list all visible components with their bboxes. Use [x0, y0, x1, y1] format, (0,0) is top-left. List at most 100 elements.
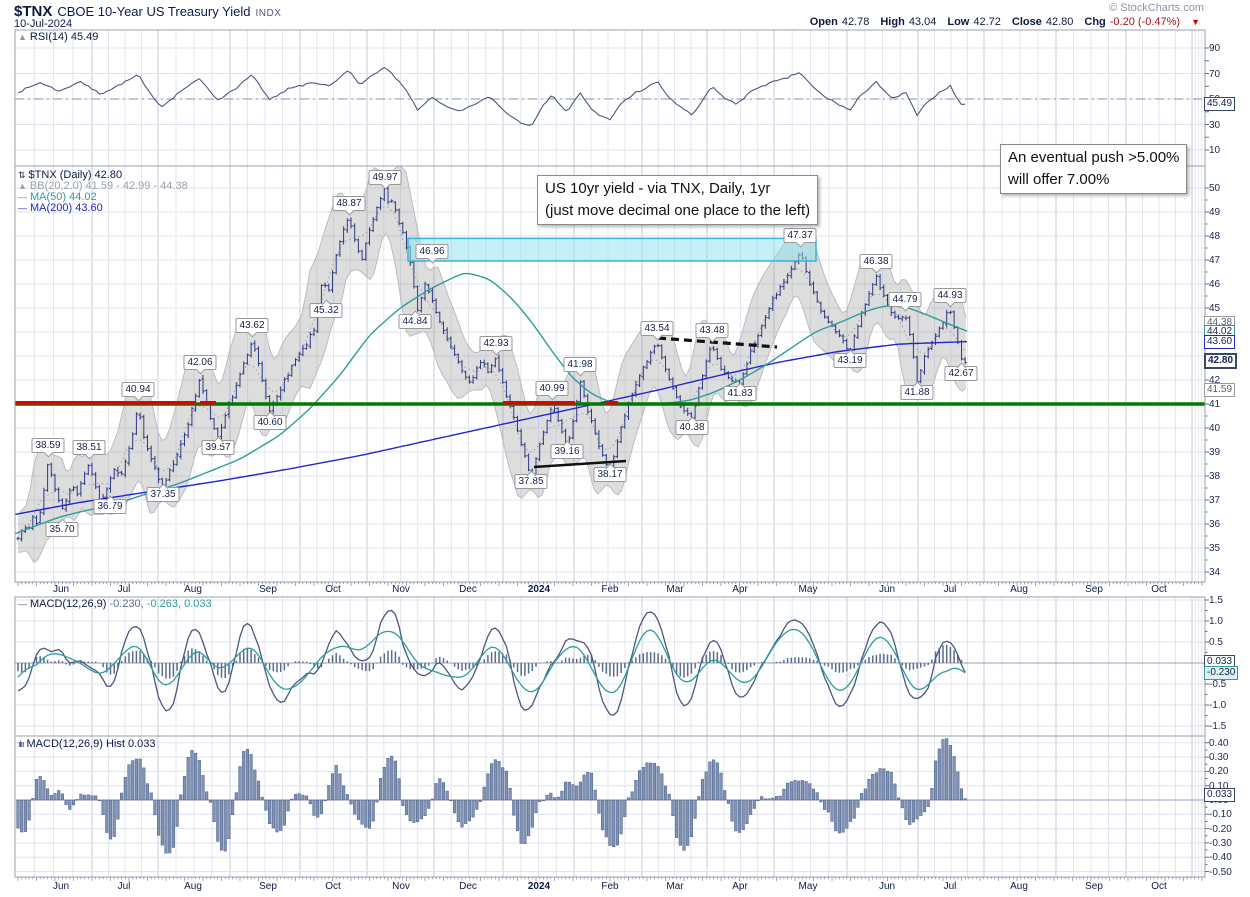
- axis-value-badge: 45.49: [1204, 97, 1236, 111]
- callout-value: 38.17: [597, 469, 623, 480]
- hist-legend: ılıı MACD(12,26,9) Hist 0.033: [18, 739, 156, 750]
- histogram-icon: ılıı: [18, 739, 24, 749]
- callout-value: 35.70: [49, 524, 75, 535]
- callout-value: 49.97: [372, 172, 398, 183]
- hist-axis-tick: 0.20: [1209, 766, 1229, 778]
- quote-strip: Open 42.78 High 43.04 Low 42.72 Close 42.80 Chg -…: [810, 16, 1200, 28]
- x-axis-month-label: Sep: [1085, 584, 1103, 595]
- callout-value: 40.38: [679, 422, 705, 433]
- price-callout-label: 42.67: [944, 362, 978, 381]
- x-axis-month-label: Oct: [325, 584, 341, 595]
- hist-axis-tick: -0.10: [1209, 809, 1232, 821]
- price-callout-label: 41.83: [723, 382, 757, 401]
- callout-value: 40.94: [125, 384, 151, 395]
- price-callout-label: 46.38: [859, 254, 893, 273]
- price-axis-tick: 36: [1209, 519, 1221, 530]
- callout-value: 40.60: [257, 417, 283, 428]
- price-callout-label: 40.99: [535, 381, 569, 400]
- x-axis-month-label: Apr: [732, 584, 748, 595]
- rsi-legend-label: RSI(14) 45.49: [29, 31, 99, 43]
- price-axis-tick: 41: [1209, 399, 1221, 410]
- ticker-symbol: $TNX: [14, 3, 53, 20]
- macd-signal-value: -0.263,: [146, 598, 182, 610]
- quote-high: High 43.04: [880, 16, 937, 28]
- annotation-2-line-1: An eventual push >5.00%: [1008, 149, 1180, 166]
- price-axis-tick: 38: [1209, 471, 1221, 482]
- x-axis-month-label: Jun: [878, 881, 896, 892]
- support-lines: [15, 237, 1205, 469]
- x-axis-month-label: Jul: [943, 584, 957, 595]
- price-callout-label: 47.37: [783, 228, 817, 247]
- hist-axis-tick: -0.40: [1209, 852, 1232, 864]
- price-callout-label: 38.17: [593, 463, 627, 482]
- price-callout-label: 39.57: [201, 436, 235, 455]
- callout-value: 43.54: [644, 323, 670, 334]
- x-axis-month-label: Sep: [1085, 881, 1103, 892]
- price-axis-tick: 39: [1209, 447, 1221, 458]
- ticker-exchange: INDX: [255, 8, 282, 19]
- price-axis-tick: 48: [1209, 231, 1221, 242]
- quote-low: Low 42.72: [947, 16, 1001, 28]
- hist-axis-tick: -0.30: [1209, 837, 1232, 849]
- x-axis-month-label: Apr: [732, 881, 748, 892]
- price-callout-label: 43.19: [833, 349, 867, 368]
- x-axis-month-label: Dec: [459, 584, 477, 595]
- x-axis-month-label: Nov: [392, 584, 410, 595]
- quote-chg: Chg -0.20 (-0.47%): [1084, 16, 1181, 28]
- x-axis-month-label: Sep: [259, 881, 277, 892]
- bb-legend-label: BB(20,2.0) 41.59 - 42.99 - 44.38: [29, 180, 188, 192]
- chg-down-arrow-icon[interactable]: ▼: [1191, 17, 1200, 27]
- price-callout-label: 46.96: [415, 244, 449, 263]
- chart-date: 10-Jul-2024: [14, 18, 73, 30]
- callout-value: 41.98: [567, 359, 593, 370]
- hist-axis-tick: -0.20: [1209, 823, 1232, 835]
- price-axis-tick: 47: [1209, 255, 1221, 266]
- ticker-name: CBOE 10-Year US Treasury Yield: [57, 4, 251, 19]
- price-callout-label: 35.70: [45, 518, 79, 537]
- price-callout-label: 43.54: [640, 321, 674, 340]
- annotation-2-line-2: will offer 7.00%: [1008, 170, 1110, 188]
- bb-indicator-icon: ▲: [18, 181, 27, 191]
- x-axis-month-label: Aug: [184, 881, 202, 892]
- price-callout-label: 44.79: [888, 292, 922, 311]
- price-callout-label: 38.51: [72, 440, 106, 459]
- macd-line-icon: —: [18, 599, 27, 609]
- ma200-legend: — MA(200) 43.60: [18, 203, 103, 214]
- x-axis-month-label: Jul: [117, 584, 131, 595]
- x-axis-month-label: May: [798, 881, 818, 892]
- hist-axis-tick: 0.40: [1209, 737, 1229, 749]
- ma50-line: [15, 272, 968, 535]
- callout-value: 39.16: [554, 446, 580, 457]
- hist-axis-tick: -0.50: [1209, 866, 1232, 878]
- callout-value: 48.87: [336, 198, 362, 209]
- copyright: © StockCharts.com: [1109, 2, 1204, 14]
- annotation-note-2: An eventual push >5.00% will offer 7.00%: [1000, 144, 1188, 194]
- macd-signal-line: [17, 628, 966, 694]
- macd-axis-tick: 1.5: [1209, 595, 1223, 606]
- annotation-1-line-2: (just move decimal one place to the left…: [545, 201, 811, 219]
- price-axis-tick: 35: [1209, 543, 1221, 554]
- callout-value: 40.99: [539, 383, 565, 394]
- callout-value: 39.57: [205, 442, 231, 453]
- x-axis-month-label: 2024: [527, 881, 551, 892]
- hist-axis-tick: 0.30: [1209, 752, 1229, 764]
- axis-value-badge: -0.230: [1204, 666, 1239, 680]
- callout-value: 44.93: [937, 290, 963, 301]
- annotation-note-1: US 10yr yield - via TNX, Daily, 1yr (jus…: [537, 175, 819, 225]
- annotation-1-line-1: US 10yr yield - via TNX, Daily, 1yr: [545, 180, 771, 197]
- price-callout-label: 36.79: [93, 495, 127, 514]
- price-callout-label: 40.38: [675, 416, 709, 435]
- macd-histogram-bars: [15, 738, 1205, 854]
- axis-value-badge: 41.59: [1204, 383, 1236, 397]
- callout-value: 41.83: [727, 388, 753, 399]
- callout-value: 37.85: [518, 476, 544, 487]
- quote-open: Open 42.78: [809, 16, 870, 28]
- ma200-legend-label: MA(200) 43.60: [30, 202, 103, 214]
- ma200-line-icon: —: [18, 203, 27, 213]
- price-callout-label: 37.85: [514, 470, 548, 489]
- callout-value: 44.84: [402, 316, 428, 327]
- rsi-legend: ▲ RSI(14) 45.49: [18, 32, 98, 43]
- quote-close: Close 42.80: [1011, 16, 1074, 28]
- price-legend: ⇅ $TNX (Daily) 42.80: [18, 170, 122, 181]
